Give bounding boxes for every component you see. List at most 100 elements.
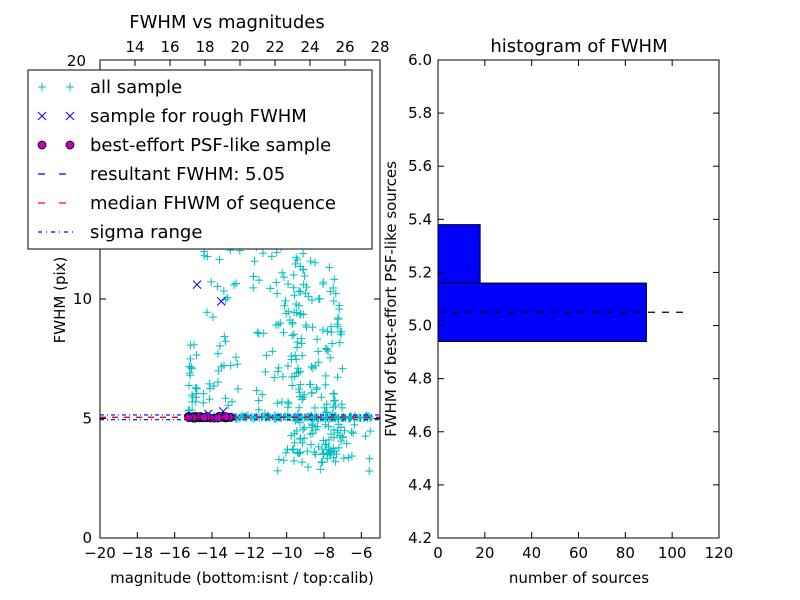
sample-point: [317, 393, 326, 402]
sample-point: [288, 381, 297, 390]
sample-point: [300, 434, 309, 443]
right-chart-title: histogram of FWHM: [490, 36, 667, 57]
sample-point: [289, 330, 298, 339]
left-y-ticks: 0 5 10: [73, 290, 380, 547]
histogram-bar: [437, 224, 481, 284]
sample-point: [287, 431, 296, 440]
sample-point: [327, 328, 336, 337]
right-y-ticks: 4.2 4.4 4.6 4.8 5.0 5.2 5.4 5.6 5.8 6.0: [408, 51, 719, 547]
sample-point: [288, 318, 297, 327]
sample-point: [296, 434, 305, 443]
sample-point: [314, 347, 323, 356]
sample-point: [296, 287, 305, 296]
legend-item: sigma range: [38, 222, 202, 243]
sample-point: [226, 361, 235, 370]
top-x-tick-label: 20: [230, 38, 249, 56]
sample-point: [215, 255, 224, 264]
sample-point: [207, 277, 216, 286]
sample-point: [254, 329, 263, 338]
sample-point: [350, 420, 359, 429]
y-tick-label: 5.4: [408, 210, 432, 228]
sample-point: [291, 351, 300, 360]
sample-point: [295, 392, 304, 401]
sample-point: [298, 265, 307, 274]
sample-point: [294, 385, 303, 394]
sample-point: [314, 294, 323, 303]
sample-point: [272, 248, 281, 257]
x-tick-label: −16: [159, 544, 191, 562]
sample-point: [329, 403, 338, 412]
y-tick-label: 5.2: [408, 263, 432, 281]
sample-point: [338, 403, 347, 412]
legend-item: all sample: [38, 77, 182, 98]
sample-point: [254, 396, 263, 405]
sample-point: [266, 284, 275, 293]
sample-point: [299, 425, 308, 434]
sample-point: [310, 403, 319, 412]
sample-point: [274, 363, 283, 372]
x-tick-label: −12: [234, 544, 266, 562]
legend-label: sigma range: [90, 222, 202, 243]
left-panel: −20 −18 −16 −14 −12 −10 −8 −6 0 5 10 14 16 18 20 22 24…: [27, 12, 390, 587]
legend-label: median FHWM of sequence: [90, 193, 336, 214]
sample-point: [283, 445, 292, 454]
sample-point: [300, 272, 309, 281]
sample-point: [261, 367, 270, 376]
sample-point: [330, 275, 339, 284]
sample-point: [192, 389, 201, 398]
right-y-axis-label: FWHM of best-effort PSF-like sources: [382, 161, 400, 437]
sample-point: [302, 283, 311, 292]
sample-point: [294, 368, 303, 377]
sample-point: [329, 444, 338, 453]
sample-point: [279, 273, 288, 282]
sample-point: [288, 331, 297, 340]
sample-point: [313, 422, 322, 431]
rough-sample-point: [216, 297, 226, 306]
sample-point: [292, 253, 301, 262]
sample-point: [254, 405, 263, 414]
sample-point: [290, 438, 299, 447]
sample-point: [208, 313, 217, 322]
x-tick-label: −10: [271, 544, 303, 562]
sample-point: [221, 394, 230, 403]
sample-point: [307, 296, 316, 305]
sample-point: [293, 338, 302, 347]
sample-point: [291, 416, 300, 425]
sample-point: [209, 381, 218, 390]
y-tick-label: 6.0: [408, 51, 432, 69]
sample-point: [298, 438, 307, 447]
sample-point: [318, 414, 327, 423]
sample-point: [186, 354, 195, 363]
sample-point: [214, 349, 223, 358]
sample-point: [317, 458, 326, 467]
x-tick-label: −18: [122, 544, 154, 562]
sample-point: [213, 282, 222, 291]
sample-point: [321, 380, 330, 389]
x-tick-label: 20: [475, 544, 494, 562]
sample-point: [347, 428, 356, 437]
legend-items: all sample sample for rough FWHM best-effo…: [37, 77, 336, 243]
x-tick-label: 60: [569, 544, 588, 562]
sample-point: [224, 401, 233, 410]
sample-point: [228, 397, 237, 406]
sample-point: [277, 397, 286, 406]
sample-point: [185, 381, 194, 390]
sample-point: [318, 457, 327, 466]
y-tick-label: 4.6: [408, 423, 432, 441]
sample-point: [300, 390, 309, 399]
sample-point: [259, 249, 268, 258]
sample-point: [280, 301, 289, 310]
sample-point: [327, 430, 336, 439]
sample-point: [349, 429, 358, 438]
sample-point: [329, 396, 338, 405]
sample-point: [331, 289, 340, 298]
sample-point: [365, 467, 374, 476]
left-horizontal-lines: [100, 414, 380, 421]
sample-point: [328, 339, 337, 348]
sample-point: [329, 389, 338, 398]
sample-point: [297, 339, 306, 348]
sample-point: [335, 305, 344, 314]
legend-box: [27, 69, 373, 250]
sample-point: [365, 454, 374, 463]
sample-point: [323, 454, 332, 463]
